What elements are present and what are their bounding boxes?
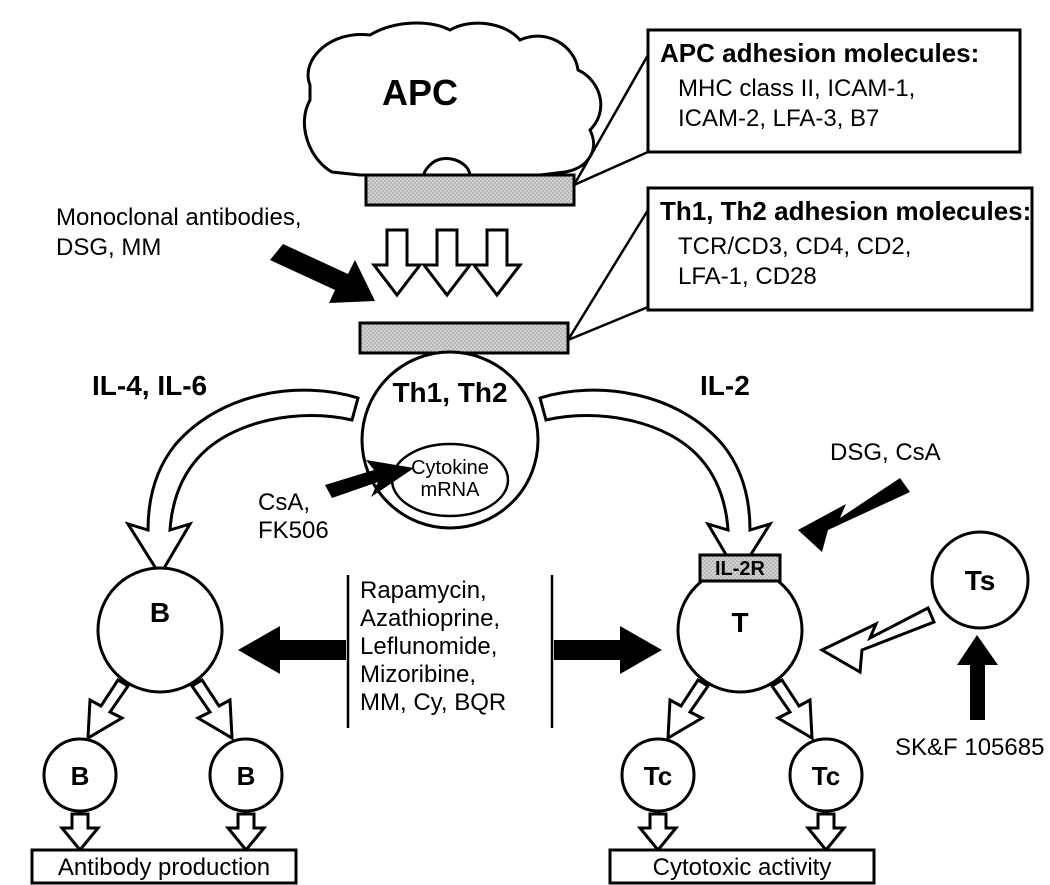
b-split-arrow-l — [88, 680, 128, 738]
signal-arrow-3 — [474, 230, 520, 295]
drugs-arrow-right — [554, 626, 662, 674]
b-l-down-arrow — [62, 814, 98, 850]
th-receptor-bar — [360, 323, 568, 353]
b-cell-big-label: B — [150, 597, 170, 628]
monoclonal-arrow — [270, 244, 375, 303]
il46-label: IL-4, IL-6 — [92, 370, 207, 401]
csa-fk506-label: CsA,FK506 — [258, 489, 329, 544]
b-r-down-arrow — [228, 814, 264, 850]
tc-l-down-arrow — [640, 814, 676, 850]
monoclonal-label: Monoclonal antibodies,DSG, MM — [56, 204, 302, 261]
apc-receptor-bar — [366, 175, 574, 205]
tc-cell-l-label: Tc — [644, 761, 672, 791]
cytokine-mrna-label: CytokinemRNA — [411, 457, 489, 501]
cytotoxic-box-label: Cytotoxic activity — [653, 854, 832, 881]
signal-arrows-group — [374, 230, 520, 295]
skf-arrow — [957, 635, 998, 720]
dsg-csa-label: DSG, CsA — [830, 439, 941, 466]
il46-arrow — [128, 390, 358, 575]
skf-label: SK&F 105685 — [895, 734, 1044, 761]
il2-arrow — [540, 390, 770, 575]
tc-r-down-arrow — [808, 814, 844, 850]
drugs-list: Rapamycin,Azathioprine,Leflunomide,Mizor… — [360, 577, 506, 716]
signal-arrow-2 — [424, 230, 470, 295]
t-cell-label: T — [731, 607, 748, 638]
b-cell-small-r-label: B — [237, 761, 256, 791]
t-split-arrow-r — [772, 680, 812, 738]
immunology-diagram: APC APC adhesion molecules: MHC class II… — [0, 0, 1050, 885]
il2r-label: IL-2R — [715, 558, 766, 580]
th-callout-line-2 — [568, 307, 648, 340]
apc-adhesion-title: APC adhesion molecules: — [660, 38, 979, 68]
antibody-box-label: Antibody production — [58, 854, 270, 881]
b-split-arrow-r — [192, 680, 232, 738]
dsg-csa-arrow — [798, 478, 910, 552]
apc-label: APC — [382, 72, 458, 113]
b-cell-small-l-label: B — [71, 761, 90, 791]
th-callout-line-1 — [568, 210, 648, 340]
ts-cell-label: Ts — [965, 565, 996, 596]
signal-arrow-1 — [374, 230, 420, 295]
ts-to-t-arrow — [822, 608, 934, 672]
t-split-arrow-l — [668, 680, 708, 738]
th-adhesion-title: Th1, Th2 adhesion molecules: — [660, 196, 1031, 226]
tc-cell-r-label: Tc — [812, 761, 840, 791]
th-label: Th1, Th2 — [392, 377, 507, 408]
b-cell-big — [98, 568, 222, 692]
il2-label: IL-2 — [700, 370, 750, 401]
drugs-arrow-left — [238, 626, 346, 674]
